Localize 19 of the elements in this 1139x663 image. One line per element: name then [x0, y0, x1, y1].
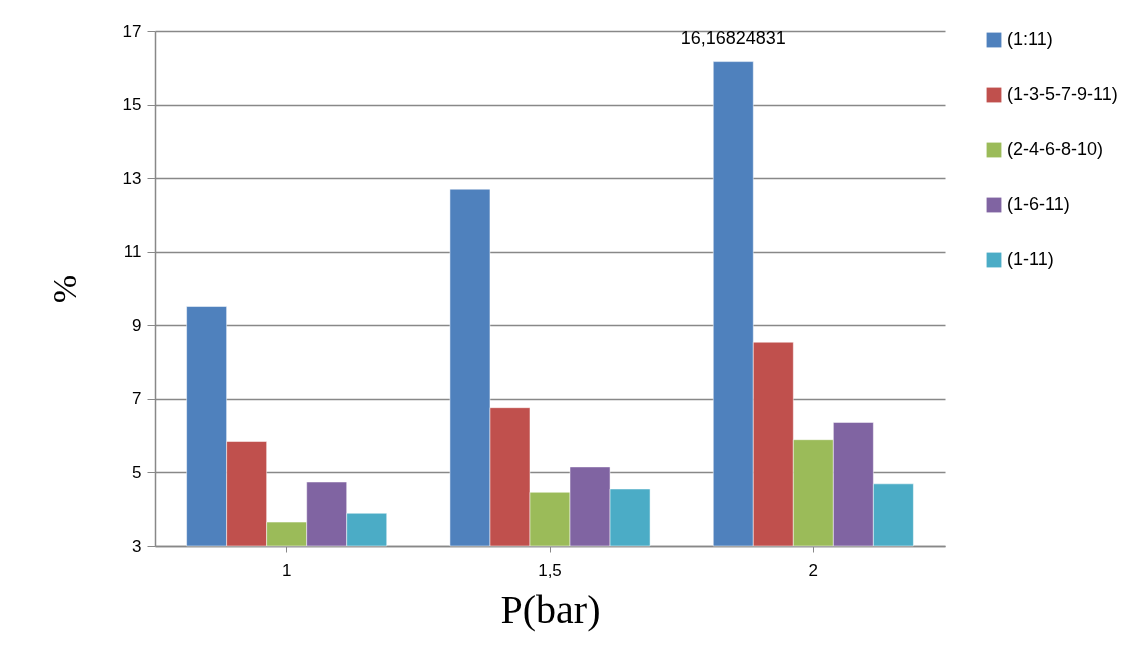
x-tick-label: 1,5 [538, 560, 562, 580]
y-tick-label: 7 [132, 389, 142, 409]
legend-label: (1-3-5-7-9-11) [1007, 84, 1118, 104]
legend-label: (1:11) [1007, 29, 1053, 49]
legend-label: (1-11) [1007, 249, 1054, 269]
y-tick-label: 13 [122, 168, 142, 188]
legend-label: (2-4-6-8-10) [1007, 139, 1104, 159]
legend-label: (1-6-11) [1007, 194, 1070, 214]
y-tick-label: 9 [132, 315, 142, 335]
data-label: 16,16824831 [680, 27, 786, 48]
y-tick-label: 15 [122, 95, 142, 115]
y-tick-label: 17 [122, 21, 142, 41]
y-tick-label: 11 [123, 242, 142, 262]
x-tick-label: 2 [808, 560, 819, 580]
y-axis-title: % [45, 274, 83, 304]
y-tick-label: 3 [132, 536, 142, 556]
x-axis-title: P(bar) [500, 586, 601, 632]
y-tick-label: 5 [132, 462, 142, 482]
x-tick-label: 1 [281, 560, 292, 580]
